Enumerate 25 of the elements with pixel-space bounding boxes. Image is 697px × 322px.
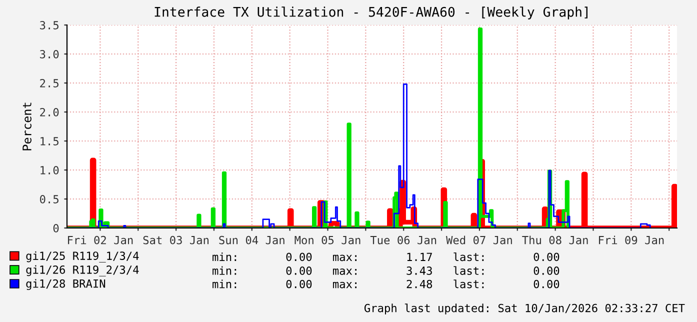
- y-tick-label: 1.0: [40, 166, 59, 174]
- x-tick-label: Wed 07 Jan: [446, 236, 512, 244]
- text: min: 0.00 max: 2.48 last: 0.00: [212, 280, 560, 288]
- chart-title: Interface TX Utilization - 5420F-AWA60 - [Weekly Graph]: [154, 6, 588, 20]
- legend-label: gi1/28 BRAIN: [26, 279, 106, 290]
- legend-label: gi1/26 R119_2/3/4: [26, 265, 139, 276]
- x-tick-label: Sat 03 Jan: [143, 236, 208, 244]
- y-tick-label: 0.5: [40, 195, 58, 204]
- y-tick-label: 3.0: [40, 50, 59, 58]
- text: min: 0.00 max: 1.17 last: 0.00: [212, 252, 560, 262]
- text: Graph last updated: Sat 10/Jan/2026 02:33:27 CET: [364, 304, 685, 314]
- x-tick-label: Tue 06 Jan: [370, 236, 436, 244]
- y-tick-label: 0: [53, 224, 59, 232]
- text: min: 0.00 max: 3.43 last: 0.00: [212, 266, 560, 275]
- y-tick-label: 2.5: [40, 79, 58, 88]
- x-tick-label: Fri 09 Jan: [598, 236, 664, 244]
- y-tick-label: 1.5: [40, 137, 58, 146]
- y-axis-title: Percent: [22, 102, 32, 150]
- x-tick-label: Thu 08 Jan: [522, 236, 588, 244]
- x-tick-label: Sun 04 Jan: [219, 236, 284, 244]
- y-tick-label: 3.5: [40, 21, 58, 30]
- x-tick-label: Fri 02 Jan: [68, 236, 133, 244]
- legend-label: gi1/25 R119_1/3/4: [26, 251, 139, 262]
- x-tick-label: Mon 05 Jan: [294, 236, 360, 244]
- y-tick-label: 2.0: [40, 108, 59, 116]
